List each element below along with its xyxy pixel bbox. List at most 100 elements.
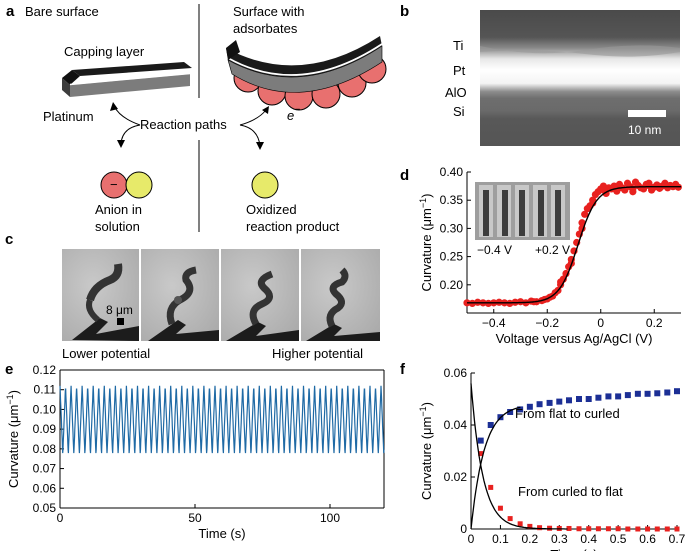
chart-d: d −0.4 V +0.2 V −0.4 −0.2 0 0.2 0.20 0.25 0.30 0.… — [400, 165, 682, 346]
flat-to-curled-point — [526, 403, 533, 410]
y-tick-label: 0.12 — [33, 363, 57, 377]
x-tick-label: 0.3 — [551, 532, 568, 546]
flat-to-curled-point — [546, 399, 553, 406]
x-axis-title: Time (s) — [198, 526, 245, 541]
panel-b: b Ti Pt AlO Si 10 nm — [400, 3, 680, 146]
flat-to-curled-point — [595, 394, 602, 401]
micrograph-frame-1: 8 μm — [62, 249, 139, 341]
adsorbates-label-line2: adsorbates — [233, 21, 298, 36]
data-point — [645, 179, 653, 187]
flat-to-curled-point — [605, 393, 612, 400]
flat-beam-illustration: Capping layer Platinum — [43, 44, 192, 124]
curled-to-flat-point — [674, 526, 680, 532]
curled-to-flat-point — [654, 526, 660, 532]
x-tick-label: 0 — [597, 316, 604, 330]
fit-decay-curve — [470, 383, 568, 530]
curled-to-flat-point — [517, 521, 523, 527]
curled-to-flat-point — [605, 526, 611, 532]
flat-to-curled-point — [477, 437, 484, 444]
panel-label-c: c — [5, 231, 13, 248]
x-tick-label: 0.2 — [522, 532, 539, 546]
y-axis-title: Curvature (μm−1) — [5, 390, 21, 488]
inset-strip — [502, 190, 508, 236]
x-tick-label: 0.4 — [580, 532, 597, 546]
curled-to-flat-point — [645, 526, 651, 532]
inset-micrographs — [475, 182, 570, 240]
y-axis-title-sup: −1 — [5, 394, 15, 404]
anion-label-line2: solution — [95, 219, 140, 234]
curled-to-flat-point — [635, 526, 641, 532]
panel-label-a: a — [6, 3, 15, 20]
x-axis-title: Time (s) — [550, 547, 597, 551]
x-tick-label: 0.1 — [492, 532, 509, 546]
y-tick-label: 0.20 — [440, 278, 464, 292]
micrograph-frame-2 — [141, 249, 219, 341]
y-tick-label: 0.30 — [440, 221, 464, 235]
y-tick-label: 0.06 — [444, 366, 468, 380]
inset-left-label: −0.4 V — [477, 243, 512, 257]
reaction-paths-label: Reaction paths — [140, 117, 227, 132]
y-axis-title: Curvature (μm−1) — [418, 194, 434, 292]
y-tick-label: 0 — [460, 522, 467, 536]
electron-label: e — [287, 108, 294, 123]
adsorbates-label-line1: Surface with — [233, 4, 305, 19]
scale-bar-b-label: 10 nm — [628, 123, 661, 137]
capping-layer-label: Capping layer — [64, 44, 145, 59]
y-tick-label: 0.40 — [440, 165, 464, 179]
flat-to-curled-point — [634, 390, 641, 397]
x-tick-label: 0 — [468, 532, 475, 546]
curled-to-flat-point — [615, 526, 621, 532]
flat-to-curled-point — [517, 406, 524, 413]
flat-to-curled-point — [674, 388, 680, 395]
scale-bar-b — [628, 110, 666, 117]
curled-to-flat-point — [488, 484, 494, 490]
inset-strip — [538, 190, 544, 236]
y-tick-label: 0.09 — [33, 422, 57, 436]
bare-surface-label: Bare surface — [25, 4, 99, 19]
panel-a: a Bare surface Surface with adsorbates C… — [6, 3, 387, 234]
data-point — [516, 298, 525, 306]
flat-to-curled-point — [624, 392, 631, 399]
y-tick-label: 0.35 — [440, 193, 464, 207]
anion-charge: − — [110, 177, 118, 192]
inset-right-label: +0.2 V — [535, 243, 570, 257]
curled-to-flat-point — [595, 526, 601, 532]
panel-label-b: b — [400, 3, 409, 20]
curled-to-flat-point — [537, 525, 543, 531]
panel-label-d: d — [400, 167, 409, 184]
curled-to-flat-point — [576, 526, 582, 532]
data-point — [599, 182, 608, 190]
electron-sup: − — [295, 104, 300, 114]
annotation-flat-to-curled: From flat to curled — [515, 406, 620, 421]
panel-c-graphic: c 8 μm Lower potential — [5, 231, 380, 361]
alo-label: AlO — [445, 85, 467, 100]
y-tick-label: 0.11 — [34, 383, 57, 397]
curled-to-flat-point — [664, 526, 670, 532]
curled-to-flat-point — [625, 526, 631, 532]
curled-to-flat-point — [527, 523, 533, 529]
lower-potential-label: Lower potential — [62, 346, 150, 361]
y-tick-label: 0.02 — [444, 470, 468, 484]
anion-pair: − Anion in solution — [95, 171, 153, 234]
curled-to-flat-point — [478, 451, 484, 457]
inset-strip — [483, 190, 489, 236]
data-point — [578, 219, 586, 227]
oxidized-product: Oxidized reaction product — [246, 171, 340, 234]
tem-image — [480, 10, 680, 146]
flat-to-curled-point — [556, 398, 563, 405]
y-tick-label: 0.05 — [33, 501, 57, 515]
x-tick-label: 0 — [57, 511, 64, 525]
y-tick-label: 0.25 — [440, 250, 464, 264]
flat-to-curled-point — [536, 401, 543, 408]
oxidized-label-line2: reaction product — [246, 219, 340, 234]
annotation-curled-to-flat: From curled to flat — [518, 484, 623, 499]
data-point — [629, 188, 637, 196]
curled-to-flat-point — [586, 526, 592, 532]
flat-to-curled-point — [664, 389, 671, 396]
flat-to-curled-point — [507, 409, 514, 415]
y-axis-title-sup: −1 — [418, 198, 428, 208]
chart-f: f 0 0.1 0.2 0.3 0.4 0.5 0.6 0.7 0 0.02 0.04 0.06 Tim… — [400, 361, 685, 551]
anion-label-line1: Anion in — [95, 202, 142, 217]
inset-strip — [555, 190, 561, 236]
x-tick-label: 0.6 — [639, 532, 656, 546]
